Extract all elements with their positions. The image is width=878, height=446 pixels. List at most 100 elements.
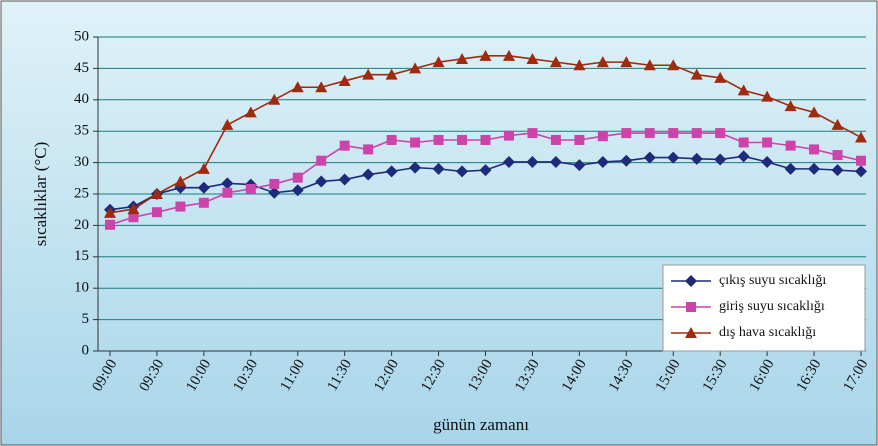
marker (855, 131, 867, 143)
marker (597, 131, 608, 142)
marker (574, 134, 585, 145)
marker (245, 183, 256, 194)
marker (385, 68, 398, 80)
marker (221, 118, 234, 130)
marker (808, 106, 821, 118)
marker (291, 184, 304, 197)
marker (363, 144, 374, 155)
marker (549, 155, 562, 168)
marker (690, 152, 703, 165)
marker (128, 212, 139, 223)
marker (456, 52, 469, 64)
marker (316, 155, 327, 166)
marker (620, 154, 633, 167)
marker (809, 144, 820, 155)
marker (104, 206, 116, 218)
marker (432, 56, 445, 68)
marker (197, 181, 210, 194)
marker (855, 165, 867, 178)
marker (222, 187, 233, 198)
marker (432, 162, 445, 175)
marker (685, 275, 697, 287)
marker (832, 150, 843, 161)
marker (761, 90, 774, 102)
marker (784, 100, 797, 112)
legend: çıkış suyu sıcaklığı giriş suyu sıcaklığı… (662, 264, 866, 352)
y-tick-label: 15 (74, 248, 89, 264)
marker (621, 128, 632, 139)
marker (831, 164, 844, 177)
marker (808, 162, 821, 175)
marker (596, 56, 609, 68)
marker (737, 84, 750, 96)
marker (221, 177, 234, 190)
marker (362, 168, 375, 181)
marker (291, 81, 304, 93)
marker (668, 128, 679, 139)
legend-label: dış hava sıcaklığı (719, 325, 816, 340)
marker (433, 134, 444, 145)
marker (175, 201, 186, 212)
marker (573, 59, 586, 71)
marker (362, 68, 375, 80)
y-tick-label: 25 (74, 185, 89, 201)
y-tick-label: 30 (74, 154, 89, 170)
marker (480, 134, 491, 145)
marker (197, 162, 210, 174)
y-tick-label: 5 (82, 311, 90, 327)
marker (385, 165, 398, 178)
marker (620, 56, 633, 68)
marker (174, 175, 187, 187)
marker (644, 128, 655, 139)
y-tick-label: 10 (74, 280, 89, 296)
marker (244, 106, 257, 118)
marker (785, 140, 796, 151)
marker (761, 155, 774, 168)
marker (338, 173, 351, 186)
marker (315, 81, 328, 93)
marker (685, 327, 697, 338)
marker (479, 164, 492, 177)
marker (643, 151, 656, 164)
marker (338, 74, 351, 86)
marker (409, 161, 422, 174)
marker (127, 203, 140, 215)
marker (762, 137, 773, 148)
marker (691, 128, 702, 139)
marker (105, 219, 115, 230)
marker (667, 151, 680, 164)
marker (410, 137, 421, 148)
marker (151, 207, 162, 218)
marker (386, 134, 397, 145)
marker (457, 134, 468, 145)
marker (502, 49, 515, 61)
marker (856, 155, 866, 166)
marker (456, 165, 469, 178)
y-tick-label: 20 (74, 217, 89, 233)
y-tick-label: 0 (82, 342, 90, 358)
marker (714, 153, 727, 166)
y-tick-label: 50 (74, 28, 89, 44)
marker (831, 118, 844, 130)
marker (150, 188, 163, 199)
marker (737, 150, 750, 163)
marker (268, 186, 281, 199)
y-tick-label: 45 (74, 60, 89, 76)
marker (596, 155, 609, 168)
marker (268, 93, 281, 105)
legend-box (662, 264, 866, 352)
marker (198, 197, 209, 208)
legend-label: giriş suyu sıcaklığı (719, 299, 825, 314)
marker (503, 130, 514, 141)
marker (714, 71, 727, 83)
marker (526, 155, 539, 168)
marker (690, 68, 703, 80)
marker (667, 59, 680, 71)
marker (549, 56, 562, 68)
y-tick-label: 40 (74, 91, 89, 107)
marker (573, 159, 586, 172)
marker (292, 172, 303, 183)
marker (526, 52, 539, 64)
marker (643, 59, 656, 71)
marker (502, 155, 515, 168)
